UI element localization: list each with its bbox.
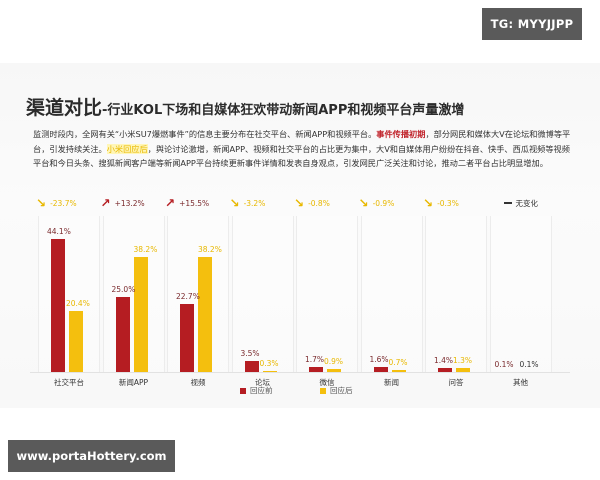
slide: 渠道对比-行业KOL下场和自媒体狂欢带动新闻APP和视频平台声量激增 监测时段内…: [0, 63, 600, 408]
trend-down-arrow-icon: ↘: [36, 196, 47, 210]
change-value: -0.9%: [372, 198, 395, 208]
bar-after: [520, 371, 535, 372]
no-change-dash-icon: [503, 202, 512, 204]
trend-down-arrow-icon: ↘: [229, 196, 240, 210]
watermark-bottom: www.portaHottery.com: [8, 440, 175, 472]
bar-before: [309, 366, 323, 372]
value-label-after: 38.2%: [133, 245, 158, 255]
category-label: 其他: [513, 378, 528, 387]
change-value: -3.2%: [243, 198, 266, 208]
trend-down-arrow-icon: ↘: [294, 196, 305, 210]
change-value: -0.3%: [437, 198, 459, 208]
desc-part1: 监测时段内，全网有关“小米SU7爆燃事件”的信息主要分布在社交平台、新闻APP和…: [33, 129, 377, 139]
trend-down-arrow-icon: ↘: [423, 196, 434, 210]
change-indicator: ↗ +13.2%: [101, 195, 145, 211]
value-label-before: 1.4%: [434, 355, 454, 365]
value-label-before: 1.7%: [305, 354, 325, 364]
value-label-after: 0.1%: [519, 359, 539, 369]
chart-column: 22.7% 38.2%: [167, 216, 229, 372]
watermark-top: TG: MYYJJPP: [482, 8, 582, 40]
chart-column: 0.1% 0.1%: [489, 216, 552, 372]
value-label-before: 0.1%: [494, 359, 514, 369]
value-label-after: 20.4%: [66, 298, 90, 308]
bar-after: [327, 369, 341, 372]
chart-column: 1.7% 0.9%: [296, 216, 358, 372]
category-label: 社交平台: [54, 378, 84, 387]
value-label-before: 25.0%: [111, 284, 136, 294]
bar-before: [115, 296, 130, 372]
legend-swatch-after: [320, 387, 326, 394]
legend-label-before: 回应前: [250, 386, 273, 395]
legend-item-before: 回应前: [240, 385, 273, 396]
title-sub: -行业KOL下场和自媒体狂欢带动新闻APP和视频平台声量激增: [102, 103, 465, 118]
legend-swatch-before: [240, 387, 246, 394]
category-label: 微信: [319, 378, 335, 387]
desc-part2: ，部分网民和媒体大V在论坛和微博等平台，引发持续关注。: [33, 129, 571, 154]
category-label: 论坛: [255, 378, 270, 387]
value-label-before: 44.1%: [47, 227, 71, 237]
chart-column: 3.5% 0.3%: [231, 216, 294, 372]
bar-before: [373, 367, 388, 372]
bar-after: [391, 369, 406, 372]
bar-after: [133, 257, 148, 372]
category-label: 视频: [190, 378, 206, 387]
category-label: 新闻APP: [118, 378, 149, 387]
bar-before: [244, 361, 259, 372]
trend-up-arrow-icon: ↗: [100, 196, 111, 210]
change-value: -0.8%: [308, 198, 330, 208]
value-label-after: 0.9%: [324, 357, 344, 367]
bar-chart: 44.1% 20.4% 25.0% 38.2% 22.7% 38.2% 3.5% 0.3% 1.…: [38, 216, 554, 372]
change-indicator: ↗ +15.5%: [165, 195, 209, 211]
value-label-before: 22.7%: [176, 291, 200, 301]
bar-after: [69, 310, 83, 372]
chart-column: 1.6% 0.7%: [360, 216, 423, 372]
change-indicator: 无变化: [503, 195, 539, 211]
change-indicator: ↘ -0.8%: [294, 195, 330, 211]
bar-before: [438, 367, 452, 372]
category-label: 新闻: [384, 378, 399, 387]
change-value: +15.5%: [179, 198, 210, 208]
change-value: +13.2%: [114, 198, 145, 208]
x-axis-line: [30, 372, 570, 373]
trend-up-arrow-icon: ↗: [165, 196, 176, 210]
change-value: -23.7%: [50, 198, 77, 208]
value-label-before: 3.5%: [240, 349, 260, 359]
change-indicator: ↘ -0.3%: [423, 195, 459, 211]
change-indicator: ↘ -0.9%: [359, 195, 395, 211]
legend-item-after: 回应后: [320, 385, 353, 396]
bar-after: [456, 368, 470, 372]
desc-highlight-red: 事件传播初期: [376, 129, 426, 139]
bar-after: [198, 257, 212, 372]
change-value: 无变化: [515, 198, 539, 208]
page-title: 渠道对比-行业KOL下场和自媒体狂欢带动新闻APP和视频平台声量激增: [26, 93, 464, 120]
value-label-after: 1.3%: [453, 356, 473, 366]
bar-before: [51, 239, 65, 372]
bar-before: [180, 303, 194, 372]
bar-after: [262, 371, 277, 372]
bar-before: [502, 371, 517, 372]
chart-column: 25.0% 38.2%: [102, 216, 165, 372]
change-indicators: ↘ -23.7% ↗ +13.2% ↗ +15.5% ↘ -3.2% ↘ -0.8% ↘ -0.9% ↘…: [30, 195, 570, 211]
legend-label-after: 回应后: [330, 386, 353, 395]
desc-highlight-yellow: 小米回应后: [106, 143, 148, 154]
trend-down-arrow-icon: ↘: [358, 196, 369, 210]
value-label-after: 0.3%: [259, 359, 279, 369]
value-label-after: 38.2%: [198, 245, 222, 255]
change-indicator: ↘ -3.2%: [230, 195, 266, 211]
chart-column: 1.4% 1.3%: [425, 216, 487, 372]
chart-legend: 回应前 回应后: [0, 385, 600, 397]
chart-column: 44.1% 20.4%: [38, 216, 100, 372]
category-label: 问答: [448, 378, 464, 387]
value-label-after: 0.7%: [388, 357, 408, 367]
description: 监测时段内，全网有关“小米SU7爆燃事件”的信息主要分布在社交平台、新闻APP和…: [33, 127, 573, 171]
change-indicator: ↘ -23.7%: [36, 195, 77, 211]
value-label-before: 1.6%: [369, 355, 389, 365]
title-main: 渠道对比: [26, 97, 103, 119]
desc-part3: ，舆论讨论激增，新闻APP、视频和社交平台的占比更为集中，大V和自媒体用户纷纷在…: [33, 143, 570, 169]
category-labels: 社交平台 新闻APP 视频 论坛 微信 新闻 问答 其他: [38, 377, 554, 389]
